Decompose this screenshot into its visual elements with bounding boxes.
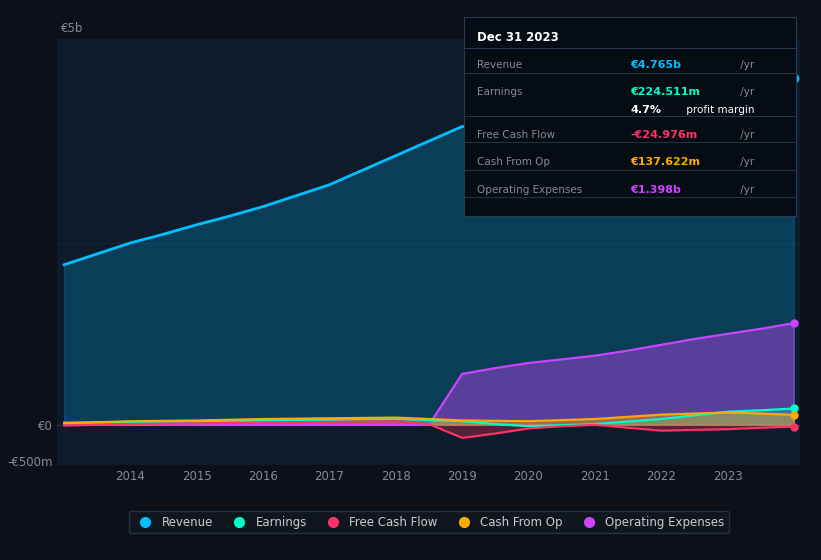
Text: Free Cash Flow: Free Cash Flow (477, 130, 555, 140)
Legend: Revenue, Earnings, Free Cash Flow, Cash From Op, Operating Expenses: Revenue, Earnings, Free Cash Flow, Cash … (129, 511, 729, 533)
Text: €1.398b: €1.398b (631, 185, 681, 195)
Text: €137.622m: €137.622m (631, 157, 700, 167)
Text: Cash From Op: Cash From Op (477, 157, 550, 167)
Text: €224.511m: €224.511m (631, 87, 700, 97)
Text: /yr: /yr (736, 130, 754, 140)
Text: Earnings: Earnings (477, 87, 523, 97)
Text: €5b: €5b (62, 22, 84, 35)
Text: 4.7%: 4.7% (631, 105, 661, 115)
Text: €4.765b: €4.765b (631, 59, 681, 69)
Text: Operating Expenses: Operating Expenses (477, 185, 582, 195)
Text: Revenue: Revenue (477, 59, 522, 69)
Text: -€24.976m: -€24.976m (631, 130, 697, 140)
Text: Dec 31 2023: Dec 31 2023 (477, 31, 559, 44)
Text: /yr: /yr (736, 185, 754, 195)
Text: profit margin: profit margin (683, 105, 754, 115)
Text: /yr: /yr (736, 157, 754, 167)
Text: /yr: /yr (736, 87, 754, 97)
Text: /yr: /yr (736, 59, 754, 69)
